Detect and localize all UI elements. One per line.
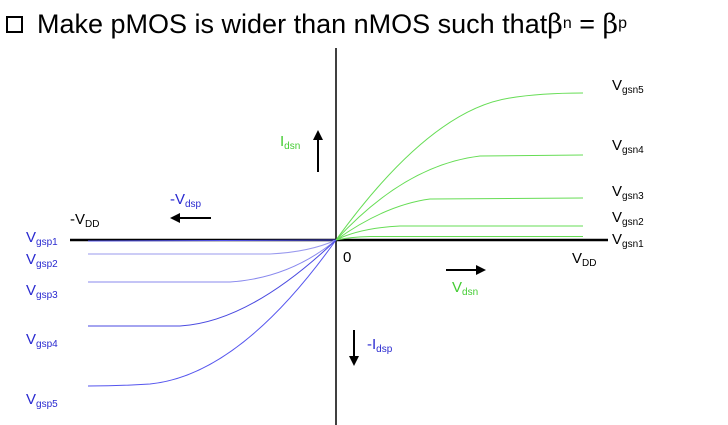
pmos-curve-vgsp1: [87, 239, 337, 242]
nmos-curve-vgsn1: [335, 236, 583, 241]
nmos-curve-vgsn3: [335, 197, 584, 241]
label-vdd: VDD: [572, 250, 596, 269]
label-vgsn3: Vgsn3: [612, 183, 644, 202]
label-vgsp5: Vgsp5: [26, 391, 58, 410]
beta-n-subscript: n: [562, 15, 572, 32]
label-neg-vdsp: -Vdsp: [170, 191, 202, 210]
checkbox-bullet-icon: [6, 15, 23, 33]
label-vgsn1: Vgsn1: [612, 231, 644, 250]
nmos-curve-vgsn5: [335, 92, 584, 241]
label-vgsn2: Vgsn2: [612, 209, 644, 228]
pmos-curve-vgsp5: [87, 239, 337, 387]
label-vgsn5: Vgsn5: [612, 77, 644, 96]
slide-heading: Make pMOS is wider than nMOS such that β…: [6, 4, 627, 44]
pmos-curves: [87, 239, 337, 387]
pmos-curve-vgsp4: [88, 239, 337, 327]
nmos-curve-vgsn2: [335, 225, 583, 241]
label-neg-idsp: -Idsp: [367, 336, 393, 355]
nmos-curves: [335, 92, 584, 241]
label-vdsn: Vdsn: [452, 279, 478, 298]
heading-text: Make pMOS is wider than nMOS such that: [37, 8, 548, 39]
label-vgsp2: Vgsp2: [26, 251, 58, 270]
label-vgsp4: Vgsp4: [26, 331, 58, 350]
label-vgsp3: Vgsp3: [26, 282, 58, 301]
beta-n-symbol: β: [547, 8, 563, 40]
beta-p-symbol: β: [602, 8, 619, 40]
label-vgsn4: Vgsn4: [612, 137, 644, 156]
beta-p-subscript: p: [618, 15, 628, 32]
heading-equals: =: [571, 8, 603, 39]
label-vgsp1: Vgsp1: [26, 229, 58, 248]
pmos-curve-vgsp2: [88, 239, 337, 255]
label-idsn: Idsn: [280, 133, 300, 152]
pmos-curve-vgsp3: [88, 239, 337, 283]
label-origin-zero: 0: [343, 249, 351, 266]
label-neg-vdd: -VDD: [70, 211, 99, 230]
nmos-curve-vgsn4: [335, 154, 584, 241]
